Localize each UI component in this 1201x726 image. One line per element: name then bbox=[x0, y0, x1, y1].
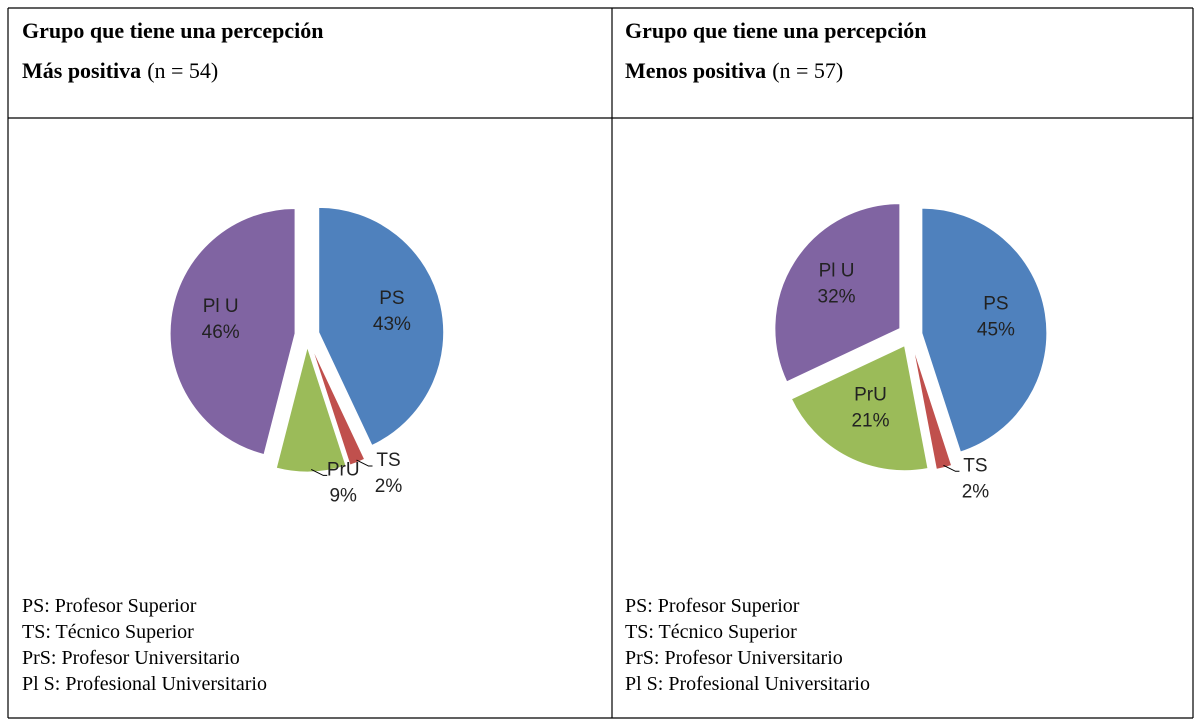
slice-label: PS 43% bbox=[373, 288, 411, 335]
slice-label: PrU 21% bbox=[851, 385, 889, 432]
pie-slice bbox=[275, 345, 347, 473]
header-line: Grupo que tiene una percepción bbox=[22, 18, 324, 43]
slice-value: 32% bbox=[818, 286, 856, 307]
header-line: Más positiva (n = 54) bbox=[22, 58, 218, 83]
slice-category: TS bbox=[376, 450, 400, 471]
header-n: (n = 54) bbox=[147, 58, 218, 83]
header-bold: Menos positiva bbox=[625, 58, 766, 83]
slice-label: PS 45% bbox=[977, 293, 1015, 340]
legend-entry: TS: Técnico Superior bbox=[625, 621, 797, 643]
legend-entry: PS: Profesor Superior bbox=[625, 595, 800, 617]
legend-entry: TS: Técnico Superior bbox=[22, 621, 194, 643]
header-bold: Más positiva bbox=[22, 58, 141, 83]
legend-entry: Pl S: Profesional Universitario bbox=[625, 673, 870, 695]
slice-value: 45% bbox=[977, 319, 1015, 340]
slice-category: PrU bbox=[327, 459, 360, 480]
slice-value: 21% bbox=[851, 411, 889, 432]
slice-category: Pl U bbox=[819, 260, 855, 281]
legend-entry: PrS: Profesor Universitario bbox=[22, 647, 240, 669]
pie-slice bbox=[774, 203, 901, 383]
slice-value: 2% bbox=[375, 476, 403, 497]
pie-slice bbox=[921, 207, 1048, 453]
pie-slice bbox=[790, 344, 929, 472]
slice-label: Pl U 46% bbox=[202, 296, 240, 343]
header-n: (n = 57) bbox=[772, 58, 843, 83]
slice-label: PrU 9% bbox=[327, 459, 360, 506]
pie-slice bbox=[310, 345, 366, 466]
slice-category: PrU bbox=[854, 385, 887, 406]
slice-category: PS bbox=[983, 293, 1008, 314]
legend-entry: Pl S: Profesional Universitario bbox=[22, 673, 267, 695]
leader-line bbox=[311, 468, 328, 476]
slice-value: 43% bbox=[373, 314, 411, 335]
leader-line bbox=[356, 459, 373, 467]
slice-category: TS bbox=[963, 455, 987, 476]
legend-entry: PrS: Profesor Universitario bbox=[625, 647, 843, 669]
slice-label: Pl U 32% bbox=[818, 260, 856, 307]
pie-slice bbox=[169, 207, 296, 456]
slice-value: 9% bbox=[329, 485, 357, 506]
table-borders bbox=[7, 7, 1194, 719]
slice-category: PS bbox=[379, 288, 404, 309]
pie-slice bbox=[318, 206, 445, 447]
slice-value: 46% bbox=[202, 322, 240, 343]
pie-slice bbox=[912, 346, 953, 470]
header-line: Grupo que tiene una percepción bbox=[625, 18, 927, 43]
leader-line bbox=[943, 464, 960, 472]
slice-label: TS 2% bbox=[375, 450, 403, 497]
slice-category: Pl U bbox=[203, 296, 239, 317]
header-line: Menos positiva (n = 57) bbox=[625, 58, 843, 83]
legend-entry: PS: Profesor Superior bbox=[22, 595, 197, 617]
slice-label: TS 2% bbox=[962, 455, 990, 502]
slice-value: 2% bbox=[962, 481, 990, 502]
